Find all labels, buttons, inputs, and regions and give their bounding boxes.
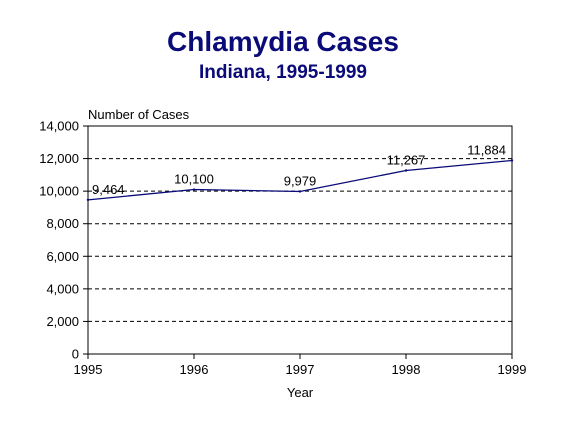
x-tick-label: 1997 — [286, 362, 315, 377]
y-tick-label: 2,000 — [46, 314, 79, 329]
y-tick-label: 6,000 — [46, 249, 79, 264]
chart-subtitle: Indiana, 1995-1999 — [199, 62, 367, 83]
data-point — [404, 169, 408, 172]
y-tick-label: 12,000 — [39, 151, 79, 166]
data-point — [298, 190, 302, 193]
x-tick-label: 1999 — [498, 362, 527, 377]
y-tick-label: 10,000 — [39, 184, 79, 199]
x-axis-label: Year — [287, 385, 314, 400]
y-tick-label: 4,000 — [46, 281, 79, 296]
data-label: 9,464 — [92, 182, 125, 197]
data-labels: 9,464 10,100 9,979 11,267 11,884 — [92, 142, 506, 196]
y-axis-ticks: 0 2,000 4,000 6,000 8,000 10,000 12,000 14,000 — [39, 119, 88, 362]
data-label: 9,979 — [284, 173, 317, 188]
data-point — [86, 198, 90, 202]
x-tick-label: 1995 — [74, 362, 103, 377]
x-tick-label: 1996 — [180, 362, 209, 377]
data-label: 10,100 — [174, 172, 214, 187]
data-label: 11,267 — [387, 153, 426, 168]
y-axis-label: Number of Cases — [88, 107, 190, 122]
y-tick-label: 14,000 — [39, 119, 79, 134]
series-group — [86, 159, 514, 202]
y-tick-label: 8,000 — [46, 216, 79, 231]
plot-frame — [87, 125, 513, 355]
chart-title: Chlamydia Cases — [167, 26, 399, 57]
y-tick-label: 0 — [72, 347, 79, 362]
data-point — [510, 159, 514, 162]
data-point — [192, 188, 196, 191]
data-label: 11,884 — [467, 142, 506, 157]
x-axis-ticks: 1995 1996 1997 1998 1999 — [74, 354, 527, 377]
x-tick-label: 1998 — [392, 362, 421, 377]
